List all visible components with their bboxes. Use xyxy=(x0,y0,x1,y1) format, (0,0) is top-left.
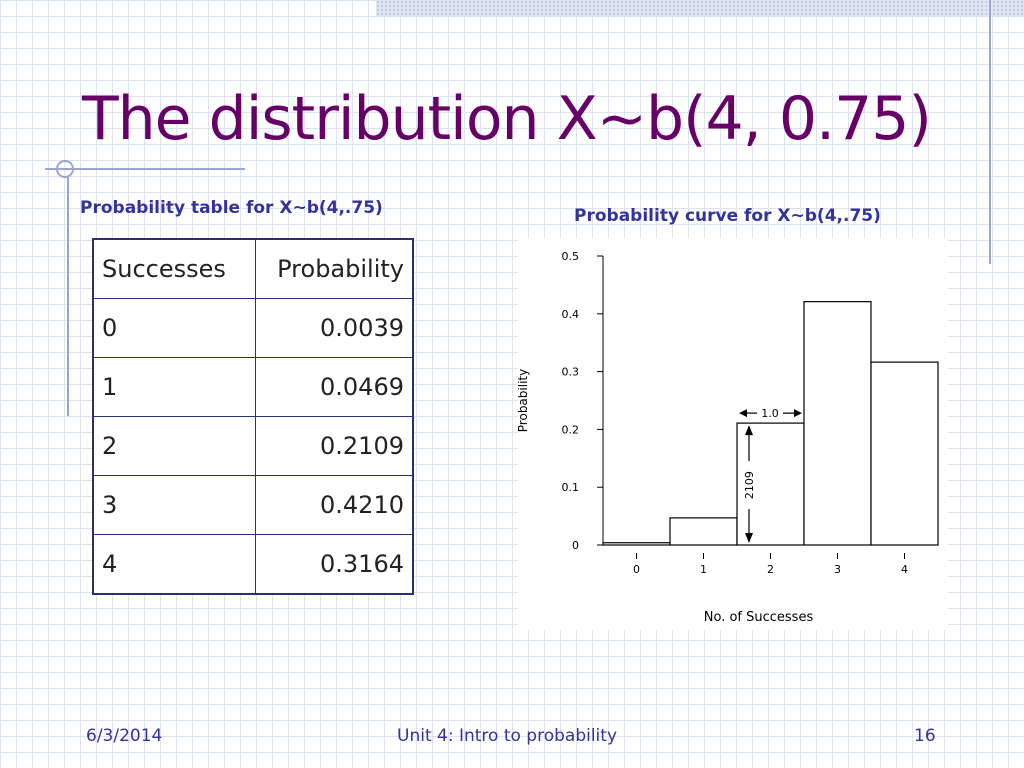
y-axis-label: Probability xyxy=(518,369,530,432)
probability-table: Successes Probability 0 0.0039 1 0.0469 … xyxy=(92,238,414,595)
table-row: 2 0.2109 xyxy=(92,416,414,476)
table-header-row: Successes Probability xyxy=(92,238,414,299)
successes-cell: 3 xyxy=(92,475,256,535)
width-annotation-label: 1.0 xyxy=(761,407,779,420)
y-tick-label: 0.4 xyxy=(562,308,580,321)
x-tick-label: 2 xyxy=(767,563,774,576)
x-tick-label: 1 xyxy=(700,563,707,576)
x-tick-label: 4 xyxy=(901,563,908,576)
slide-title: The distribution X~b(4, 0.75) xyxy=(82,84,932,154)
histogram-bar xyxy=(870,361,939,546)
chart-caption: Probability curve for X~b(4,.75) xyxy=(574,206,881,226)
probability-cell: 0.0469 xyxy=(255,357,414,417)
footer-title: Unit 4: Intro to probability xyxy=(397,726,618,746)
page-number: 16 xyxy=(914,726,936,746)
histogram-chart: 0 0.1 0.2 0.3 0.4 0.5 Probability 0 1 2 3 4 No. of S… xyxy=(516,250,939,625)
table-caption: Probability table for X~b(4,.75) xyxy=(80,198,383,218)
header-successes: Successes xyxy=(92,238,256,299)
probability-cell: 0.2109 xyxy=(255,416,414,476)
table-row: 3 0.4210 xyxy=(92,475,414,535)
histogram-bar xyxy=(803,301,872,546)
successes-cell: 4 xyxy=(92,534,256,595)
width-arrow-right-head xyxy=(794,409,802,418)
y-tick-label: 0 xyxy=(572,539,579,552)
histogram-panel: 0 0.1 0.2 0.3 0.4 0.5 Probability 0 1 2 3 4 No. of S… xyxy=(516,238,948,630)
histogram-bar xyxy=(736,422,805,546)
probability-cell: 0.3164 xyxy=(255,534,414,595)
header-probability: Probability xyxy=(255,238,414,299)
table-row: 4 0.3164 xyxy=(92,534,414,595)
histogram-bar xyxy=(602,542,671,546)
footer-date: 6/3/2014 xyxy=(86,726,163,746)
table-row: 0 0.0039 xyxy=(92,298,414,358)
histogram-bar xyxy=(669,517,738,546)
decoration-circle-icon xyxy=(56,160,74,178)
x-axis-label: No. of Successes xyxy=(704,610,814,625)
height-arrow-bottom-head xyxy=(745,533,753,543)
right-decoration-line xyxy=(989,0,991,264)
y-tick-label: 0.2 xyxy=(562,423,580,436)
x-tick-label: 0 xyxy=(633,563,640,576)
successes-cell: 2 xyxy=(92,416,256,476)
title-underline-decoration xyxy=(45,168,245,170)
y-tick-label: 0.3 xyxy=(562,366,580,379)
table-row: 1 0.0469 xyxy=(92,357,414,417)
width-arrow-left-head xyxy=(739,409,747,418)
y-tick-label: 0.5 xyxy=(562,250,580,263)
top-decoration-band xyxy=(376,0,1024,16)
x-tick-label: 3 xyxy=(834,563,841,576)
height-annotation-label: 2109 xyxy=(743,471,756,499)
successes-cell: 1 xyxy=(92,357,256,417)
probability-cell: 0.0039 xyxy=(255,298,414,358)
successes-cell: 0 xyxy=(92,298,256,358)
height-arrow-top-head xyxy=(745,425,753,436)
probability-cell: 0.4210 xyxy=(255,475,414,535)
y-tick-label: 0.1 xyxy=(562,481,580,494)
left-decoration-line xyxy=(67,176,69,416)
